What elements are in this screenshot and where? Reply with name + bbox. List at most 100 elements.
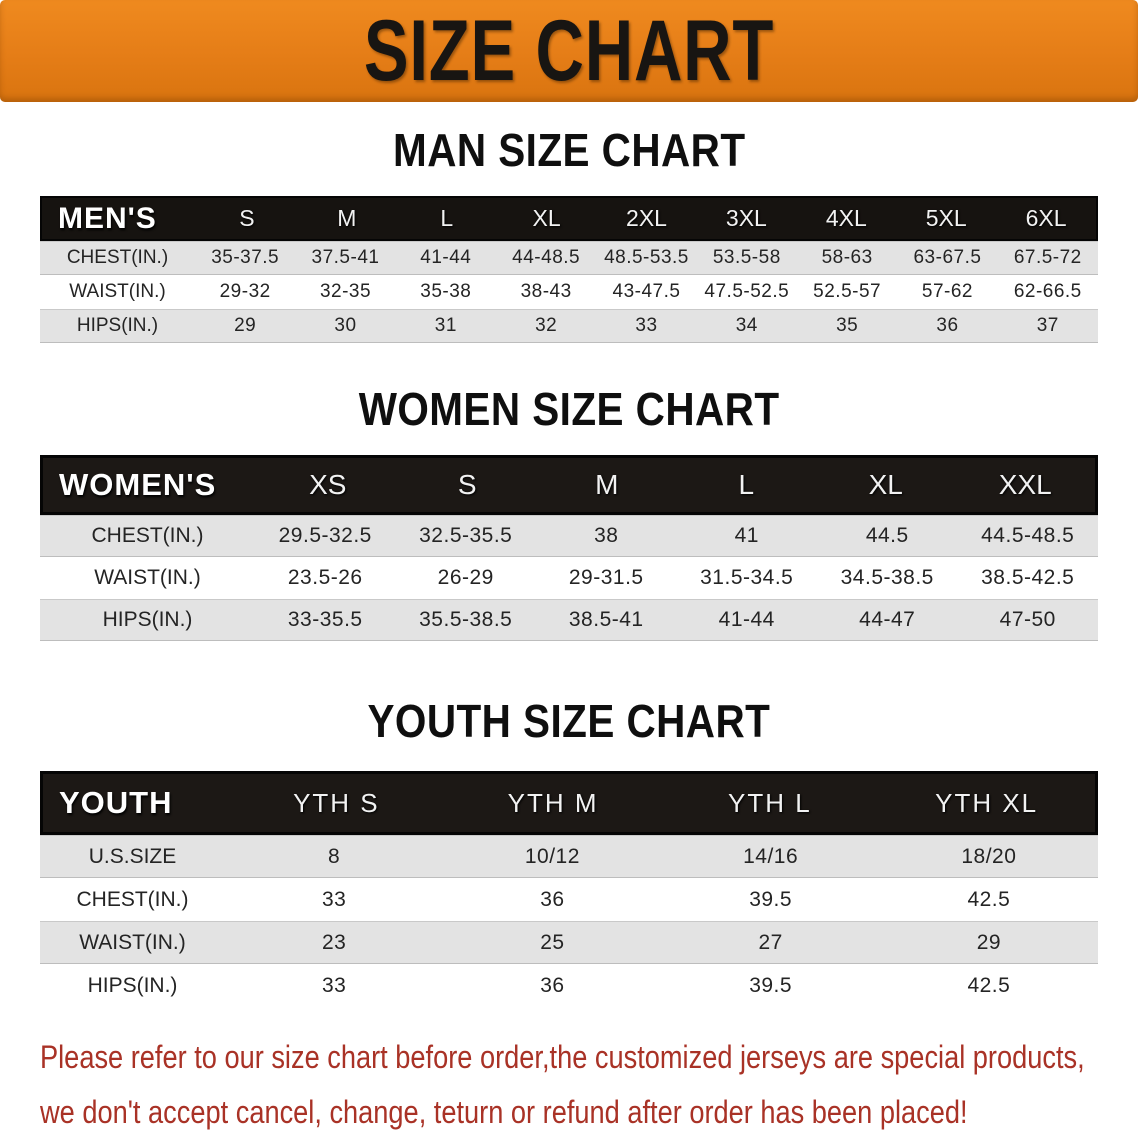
women-col-xxl: XXL xyxy=(998,469,1052,500)
men-hips-value: 35 xyxy=(836,315,859,336)
youth-col-m: YTH M xyxy=(507,787,599,818)
men-col-s: S xyxy=(239,205,255,231)
men-col-4xl: 4XL xyxy=(825,205,867,231)
youth-waist-value: 29 xyxy=(976,930,1002,954)
women-chest-value: 38 xyxy=(594,524,619,547)
men-hips-value: 31 xyxy=(434,315,457,336)
women-chest-label: CHEST(IN.) xyxy=(91,524,204,547)
men-waist-value: 52.5-57 xyxy=(813,281,882,302)
youth-col-xl: YTH XL xyxy=(935,787,1039,818)
women-waist-value: 29-31.5 xyxy=(568,566,644,589)
men-waist-value: 38-43 xyxy=(520,281,572,302)
women-hips-value: 38.5-41 xyxy=(568,608,644,631)
men-chest-value: 44-48.5 xyxy=(512,247,581,268)
women-section-heading: WOMEN SIZE CHART xyxy=(0,385,1138,433)
women-waist-value: 38.5-42.5 xyxy=(981,566,1075,589)
men-waist-value: 47.5-52.5 xyxy=(704,281,790,302)
men-chest-value: 37.5-41 xyxy=(311,247,380,268)
men-hips-value: 37 xyxy=(1036,315,1059,336)
women-chest-value: 44.5 xyxy=(865,524,909,547)
youth-waist-row: WAIST(IN.) 23 25 27 29 xyxy=(40,921,1098,964)
men-waist-value: 32-35 xyxy=(319,281,372,302)
youth-col-l: YTH L xyxy=(728,787,812,818)
women-waist-value: 31.5-34.5 xyxy=(700,566,794,589)
women-col-m: M xyxy=(595,469,619,500)
men-chest-value: 58-63 xyxy=(821,247,873,268)
youth-ussize-value: 18/20 xyxy=(961,844,1017,868)
youth-col-s: YTH S xyxy=(293,787,380,818)
women-hips-row: HIPS(IN.) 33-35.5 35.5-38.5 38.5-41 41-4… xyxy=(40,599,1098,641)
youth-chest-value: 42.5 xyxy=(967,887,1011,911)
disclaimer-line-1: Please refer to our size chart before or… xyxy=(40,1039,1085,1075)
men-size-table: MEN'S S M L XL 2XL 3XL 4XL 5XL 6XL CHEST… xyxy=(40,196,1098,343)
women-hips-value: 35.5-38.5 xyxy=(419,608,513,631)
disclaimer: Please refer to our size chart before or… xyxy=(40,1033,1138,1132)
men-waist-row: WAIST(IN.) 29-32 32-35 35-38 38-43 43-47… xyxy=(40,275,1098,309)
women-hips-value: 44-47 xyxy=(859,608,916,631)
youth-chest-value: 39.5 xyxy=(749,887,793,911)
youth-waist-value: 27 xyxy=(758,930,783,954)
men-chest-value: 67.5-72 xyxy=(1013,247,1082,268)
men-section-heading-text: MAN SIZE CHART xyxy=(392,124,746,176)
youth-hips-value: 42.5 xyxy=(967,973,1011,997)
youth-table-header-label: YOUTH xyxy=(59,785,173,820)
women-chest-value: 41 xyxy=(734,524,759,547)
women-chest-row: CHEST(IN.) 29.5-32.5 32.5-35.5 38 41 44.… xyxy=(40,515,1098,557)
men-waist-value: 43-47.5 xyxy=(612,281,681,302)
men-chest-value: 63-67.5 xyxy=(913,247,982,268)
women-waist-value: 34.5-38.5 xyxy=(840,566,934,589)
men-chest-label: CHEST(IN.) xyxy=(66,247,169,268)
men-col-2xl: 2XL xyxy=(626,205,667,231)
women-table-header-row: WOMEN'S XS S M L XL XXL xyxy=(40,455,1098,515)
youth-hips-value: 33 xyxy=(321,973,347,997)
men-table-header-label: MEN'S xyxy=(58,201,157,235)
women-chest-value: 29.5-32.5 xyxy=(278,524,372,547)
men-waist-label: WAIST(IN.) xyxy=(69,281,166,302)
women-waist-label: WAIST(IN.) xyxy=(94,566,201,589)
women-size-table: WOMEN'S XS S M L XL XXL CHEST(IN.) 29.5-… xyxy=(40,455,1098,641)
men-hips-value: 33 xyxy=(635,315,658,336)
youth-hips-label: HIPS(IN.) xyxy=(87,973,178,997)
banner: SIZE CHART xyxy=(0,0,1138,102)
youth-table-header-row: YOUTH YTH S YTH M YTH L YTH XL xyxy=(40,771,1098,835)
youth-ussize-value: 10/12 xyxy=(524,844,580,868)
men-chest-value: 53.5-58 xyxy=(712,247,781,268)
youth-ussize-value: 14/16 xyxy=(743,844,799,868)
women-section-heading-text: WOMEN SIZE CHART xyxy=(358,383,780,435)
men-col-6xl: 6XL xyxy=(1025,205,1067,231)
men-table-header-row: MEN'S S M L XL 2XL 3XL 4XL 5XL 6XL xyxy=(40,196,1098,241)
women-waist-value: 23.5-26 xyxy=(287,566,363,589)
men-waist-value: 62-66.5 xyxy=(1013,281,1082,302)
men-hips-label: HIPS(IN.) xyxy=(76,315,159,336)
youth-section-heading-text: YOUTH SIZE CHART xyxy=(367,695,771,747)
youth-chest-label: CHEST(IN.) xyxy=(76,887,189,911)
women-col-xl: XL xyxy=(868,469,903,500)
women-col-l: L xyxy=(738,469,755,500)
youth-ussize-value: 8 xyxy=(328,844,341,868)
youth-waist-label: WAIST(IN.) xyxy=(79,930,186,954)
women-waist-value: 26-29 xyxy=(437,566,494,589)
youth-hips-row: HIPS(IN.) 33 36 39.5 42.5 xyxy=(40,964,1098,1007)
men-hips-value: 36 xyxy=(936,315,959,336)
women-hips-value: 47-50 xyxy=(999,608,1056,631)
women-hips-value: 33-35.5 xyxy=(287,608,363,631)
banner-title: SIZE CHART xyxy=(363,3,775,99)
men-chest-value: 35-37.5 xyxy=(211,247,280,268)
men-waist-value: 57-62 xyxy=(921,281,974,302)
men-col-5xl: 5XL xyxy=(925,205,967,231)
women-hips-label: HIPS(IN.) xyxy=(102,608,193,631)
men-col-m: M xyxy=(337,205,357,231)
men-hips-value: 32 xyxy=(535,315,558,336)
men-waist-value: 29-32 xyxy=(219,281,271,302)
men-section-heading: MAN SIZE CHART xyxy=(0,126,1138,174)
women-chest-value: 44.5-48.5 xyxy=(981,524,1075,547)
youth-size-table: YOUTH YTH S YTH M YTH L YTH XL U.S.SIZE … xyxy=(40,771,1098,1007)
men-col-xl: XL xyxy=(532,205,561,231)
youth-hips-value: 36 xyxy=(540,973,565,997)
youth-waist-value: 23 xyxy=(321,930,347,954)
men-col-l: L xyxy=(440,205,454,231)
men-chest-row: CHEST(IN.) 35-37.5 37.5-41 41-44 44-48.5… xyxy=(40,241,1098,275)
men-chest-value: 41-44 xyxy=(420,247,472,268)
youth-section-heading: YOUTH SIZE CHART xyxy=(0,697,1138,745)
men-hips-value: 30 xyxy=(334,315,357,336)
